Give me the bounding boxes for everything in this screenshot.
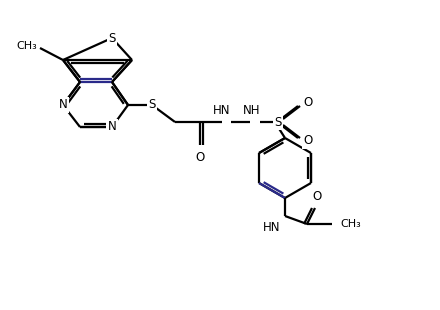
Text: NH: NH (243, 104, 261, 117)
Text: S: S (274, 116, 282, 129)
Text: O: O (303, 96, 312, 109)
Text: S: S (148, 99, 156, 112)
Text: CH₃: CH₃ (340, 219, 361, 229)
Text: S: S (108, 32, 116, 45)
Text: N: N (59, 99, 67, 112)
Text: HN: HN (213, 104, 231, 117)
Text: O: O (195, 151, 205, 164)
Text: O: O (303, 135, 312, 148)
Text: HN: HN (263, 221, 280, 234)
Text: O: O (312, 190, 322, 203)
Text: CH₃: CH₃ (16, 41, 37, 51)
Text: N: N (108, 121, 116, 134)
